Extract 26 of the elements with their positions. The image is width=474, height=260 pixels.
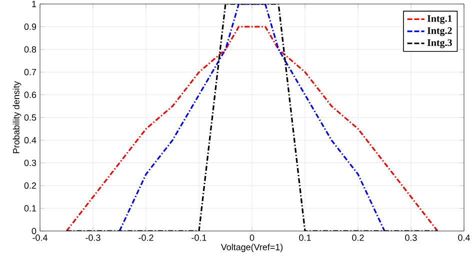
legend-label: Intg.3 bbox=[427, 39, 452, 48]
y-tick-label: 0.8 bbox=[24, 46, 36, 53]
y-tick-label: 0.1 bbox=[24, 205, 36, 212]
y-tick-label: 0.6 bbox=[24, 92, 36, 98]
x-tick-label: 0.4 bbox=[458, 234, 470, 241]
x-tick-label: 0.1 bbox=[299, 234, 311, 241]
legend-label: Intg.1 bbox=[427, 15, 452, 24]
y-tick-label: 0.7 bbox=[24, 68, 36, 76]
x-tick-label: -0.3 bbox=[86, 234, 100, 241]
x-tick-label: 0.2 bbox=[352, 234, 364, 241]
y-tick-label: 1 bbox=[32, 0, 36, 8]
x-tick-label: -0.1 bbox=[192, 234, 206, 241]
x-axis-title: Voltage(Vref=1) bbox=[220, 244, 283, 252]
x-tick-label: 0.3 bbox=[405, 234, 417, 241]
x-tick-label: -0.4 bbox=[32, 234, 48, 241]
line-series bbox=[118, 4, 386, 231]
x-tick-label: 0 bbox=[250, 234, 254, 241]
y-tick-label: 0.9 bbox=[24, 24, 36, 30]
y-tick-label: 0.3 bbox=[24, 160, 36, 166]
y-tick-label: 0.5 bbox=[24, 114, 36, 121]
y-tick-label: 0.4 bbox=[24, 137, 36, 144]
y-axis-title: Probability density bbox=[12, 81, 22, 154]
x-tick-label: -0.2 bbox=[138, 234, 154, 241]
y-tick-label: 0.2 bbox=[24, 182, 36, 189]
legend-label: Intg.2 bbox=[427, 27, 452, 36]
y-tick-label: 0 bbox=[32, 228, 36, 234]
